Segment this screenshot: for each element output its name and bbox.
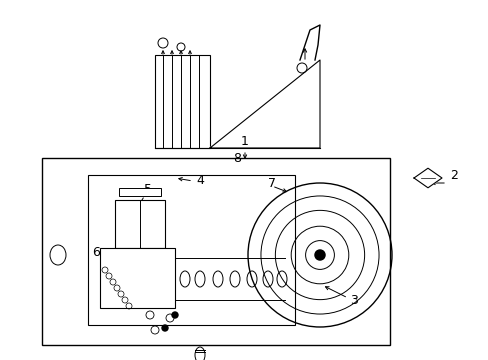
Bar bbox=[42, 158, 389, 345]
Text: 8: 8 bbox=[232, 152, 241, 165]
Bar bbox=[155, 55, 209, 148]
Text: 1: 1 bbox=[241, 135, 248, 148]
Text: 7: 7 bbox=[267, 176, 275, 189]
Bar bbox=[88, 175, 294, 325]
Circle shape bbox=[162, 325, 168, 331]
Bar bbox=[115, 200, 164, 248]
Circle shape bbox=[314, 250, 325, 260]
Text: 2: 2 bbox=[449, 168, 457, 181]
Text: 6: 6 bbox=[92, 246, 100, 258]
Text: 3: 3 bbox=[349, 293, 357, 306]
Circle shape bbox=[172, 312, 178, 318]
Polygon shape bbox=[413, 168, 441, 188]
Bar bbox=[100, 248, 175, 308]
Bar bbox=[119, 188, 161, 196]
Polygon shape bbox=[209, 60, 319, 148]
Text: 5: 5 bbox=[143, 183, 152, 196]
Text: 4: 4 bbox=[196, 174, 203, 186]
